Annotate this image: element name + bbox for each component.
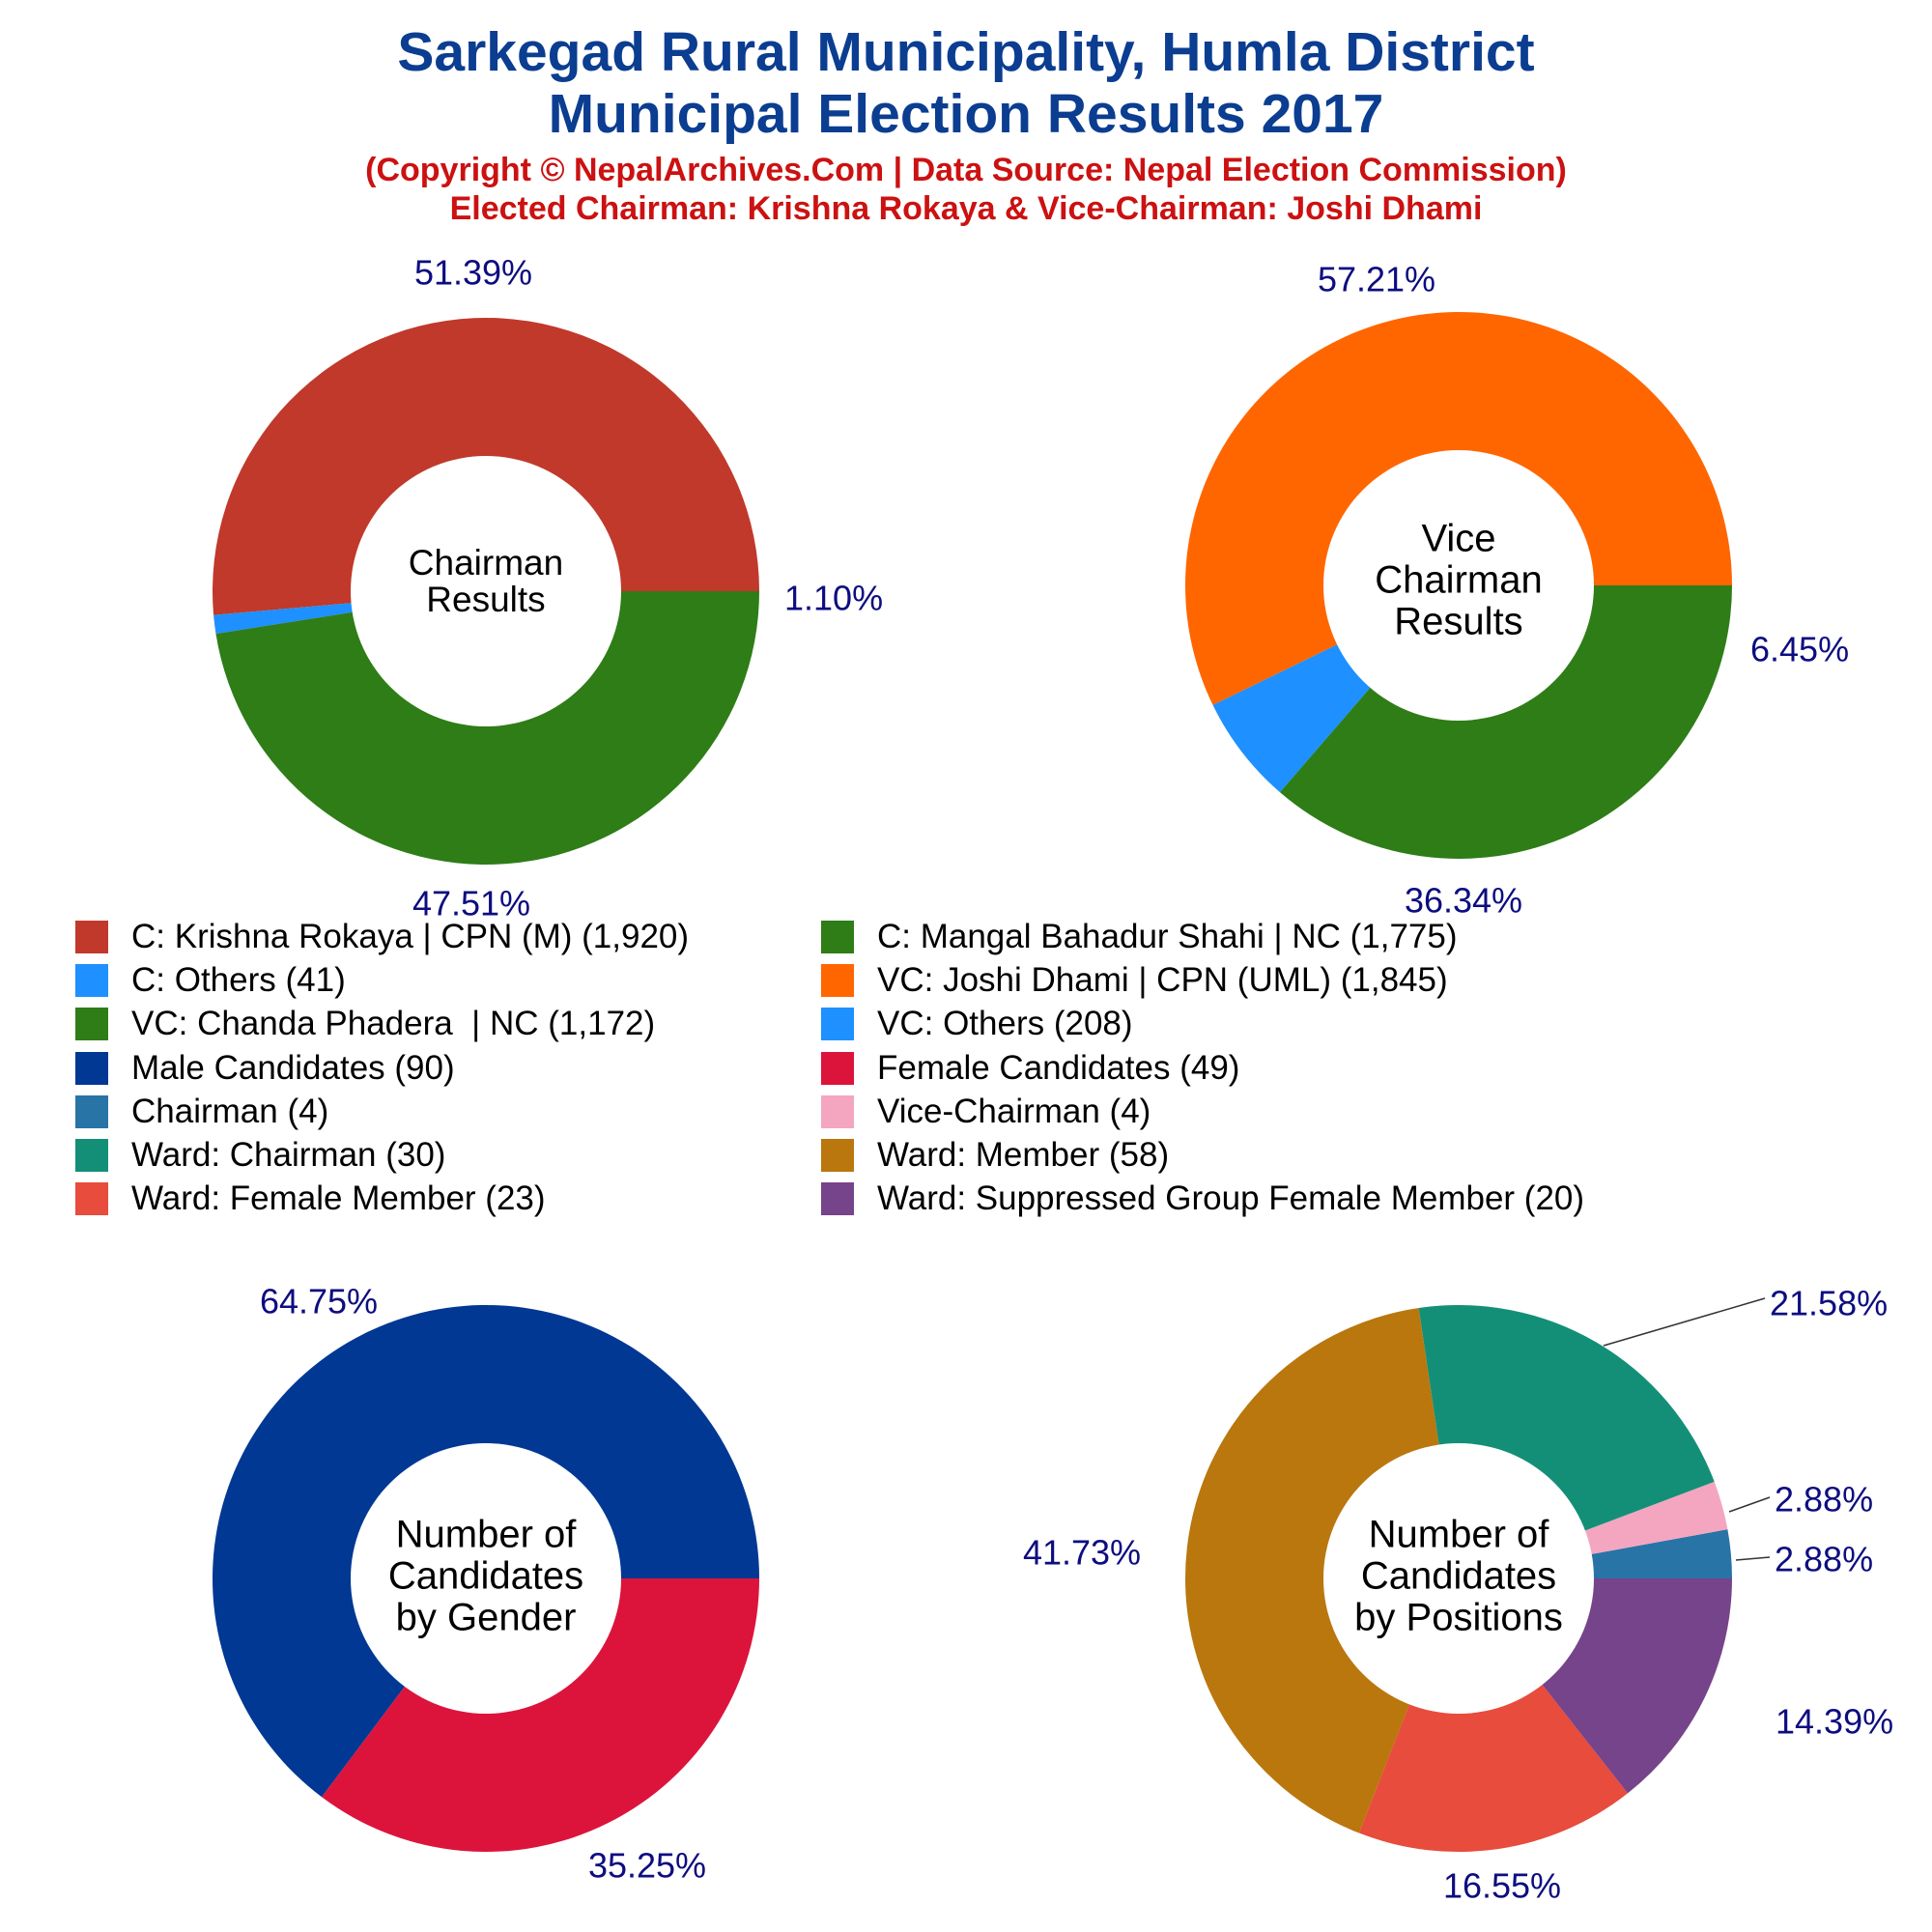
legend-swatch xyxy=(75,921,108,953)
legend-item: Ward: Chairman (30) xyxy=(75,1136,445,1175)
donut-hole-4 xyxy=(1323,1443,1594,1714)
legend-item: C: Others (41) xyxy=(75,961,346,1000)
legend-swatch xyxy=(75,1182,108,1216)
legend-label: VC: Chanda Phadera | NC (1,172) xyxy=(131,1005,656,1043)
legend-label: Ward: Chairman (30) xyxy=(131,1136,446,1174)
center-label-3-3: by Gender xyxy=(396,1597,577,1639)
chart-subtitle-line-1: (Copyright © NepalArchives.Com | Data So… xyxy=(365,152,1567,188)
legend-item: Vice-Chairman (4) xyxy=(821,1093,1151,1131)
legend-swatch xyxy=(75,1094,108,1128)
chart-header: Sarkegad Rural Municipality, Humla Distr… xyxy=(0,21,1932,228)
center-label-2-3: Results xyxy=(1394,601,1522,643)
legend-item: Ward: Female Member (23) xyxy=(75,1179,546,1218)
leader-line-4-2 xyxy=(1728,1496,1771,1513)
legend-item: Ward: Suppressed Group Female Member (20… xyxy=(821,1179,1584,1218)
legend-item: Ward: Member (58) xyxy=(821,1136,1169,1175)
pie-slice-2-3 xyxy=(1279,585,1732,859)
legend-swatch xyxy=(75,964,108,998)
center-label-4-2: Candidates xyxy=(1361,1555,1556,1598)
legend-label: C: Mangal Bahadur Shahi | NC (1,775) xyxy=(877,918,1458,955)
pie-slice-1-3 xyxy=(215,591,760,866)
center-label-4-1: Number of xyxy=(1369,1514,1550,1556)
legend-item: VC: Others (208) xyxy=(821,1005,1133,1043)
legend-label: Male Candidates (90) xyxy=(131,1048,455,1087)
legend-item: VC: Joshi Dhami | CPN (UML) (1,845) xyxy=(821,961,1448,1000)
legend-swatch xyxy=(821,1008,854,1041)
donut-chart-4: 2.88% 2.88% 21.58% 41.73% 16.55% 14.39% Number… xyxy=(1023,1284,1893,1906)
legend-label: Ward: Member (58) xyxy=(877,1136,1170,1174)
percent-label-4-6: 14.39% xyxy=(1776,1702,1893,1742)
legend-item: Chairman (4) xyxy=(75,1093,328,1131)
chart-title-line-2: Municipal Election Results 2017 xyxy=(548,83,1384,145)
percent-label-4-2: 2.88% xyxy=(1775,1480,1873,1520)
legend-label: Vice-Chairman (4) xyxy=(877,1092,1151,1130)
percent-label-1-3: 47.51% xyxy=(412,884,530,923)
percent-label-4-1: 2.88% xyxy=(1775,1540,1873,1579)
percent-label-4-5: 16.55% xyxy=(1443,1866,1561,1906)
center-label-1-1: Chairman xyxy=(409,543,563,582)
percent-label-2-2: 6.45% xyxy=(1750,630,1849,669)
legend-label: Chairman (4) xyxy=(131,1092,329,1130)
legend-swatch xyxy=(75,1051,108,1085)
legend-label: Ward: Suppressed Group Female Member (20… xyxy=(877,1179,1585,1218)
percent-label-4-3: 21.58% xyxy=(1770,1284,1888,1323)
percent-label-4-4: 41.73% xyxy=(1023,1533,1141,1573)
percent-label-3-1: 64.75% xyxy=(260,1282,378,1321)
legend-label: Female Candidates (49) xyxy=(877,1048,1240,1087)
center-label-2-2: Chairman xyxy=(1375,559,1542,602)
pie-slice-4-5 xyxy=(1358,1578,1629,1852)
legend-swatch xyxy=(821,964,854,998)
percent-label-2-3: 36.34% xyxy=(1405,881,1522,921)
legend-label: VC: Joshi Dhami | CPN (UML) (1,845) xyxy=(877,961,1448,1000)
legend-swatch xyxy=(821,921,854,953)
legend-item: VC: Chanda Phadera | NC (1,172) xyxy=(75,1005,655,1043)
legend-label: VC: Others (208) xyxy=(877,1005,1133,1043)
legend-swatch xyxy=(821,1139,854,1172)
leader-line-4-3 xyxy=(1603,1297,1766,1347)
center-label-3-1: Number of xyxy=(396,1514,578,1556)
center-label-2-1: Vice xyxy=(1421,518,1495,560)
chart-subtitle-line-2: Elected Chairman: Krishna Rokaya & Vice-… xyxy=(449,190,1483,227)
legend-swatch xyxy=(821,1051,854,1085)
center-label-3-2: Candidates xyxy=(388,1555,583,1598)
legend-item: C: Krishna Rokaya | CPN (M) (1,920) xyxy=(75,918,689,956)
legend-swatch xyxy=(821,1182,854,1216)
legend-item: Female Candidates (49) xyxy=(821,1049,1239,1088)
legend-swatch xyxy=(75,1139,108,1172)
chart-title-line-1: Sarkegad Rural Municipality, Humla Distr… xyxy=(397,21,1535,83)
leader-line-4-1 xyxy=(1735,1556,1771,1561)
percent-label-1-1: 51.39% xyxy=(414,253,532,293)
donut-hole-2 xyxy=(1323,450,1594,721)
donut-hole-1 xyxy=(351,456,621,726)
pie-slice-4-4 xyxy=(1185,1308,1459,1833)
percent-label-2-1: 57.21% xyxy=(1318,260,1435,299)
percent-label-1-2: 1.10% xyxy=(784,579,883,618)
center-label-1-2: Results xyxy=(426,580,545,619)
legend-item: C: Mangal Bahadur Shahi | NC (1,775) xyxy=(821,918,1458,956)
percent-label-3-2: 35.25% xyxy=(588,1846,706,1886)
legend-swatch xyxy=(75,1008,108,1041)
center-label-4-3: by Positions xyxy=(1354,1597,1563,1639)
donut-hole-3 xyxy=(351,1443,621,1714)
legend-swatch xyxy=(821,1094,854,1128)
legend-item: Male Candidates (90) xyxy=(75,1049,455,1088)
legend-label: C: Others (41) xyxy=(131,961,346,1000)
pie-slice-3-2 xyxy=(322,1578,759,1852)
legend-label: Ward: Female Member (23) xyxy=(131,1179,546,1218)
legend-label: C: Krishna Rokaya | CPN (M) (1,920) xyxy=(131,918,690,955)
